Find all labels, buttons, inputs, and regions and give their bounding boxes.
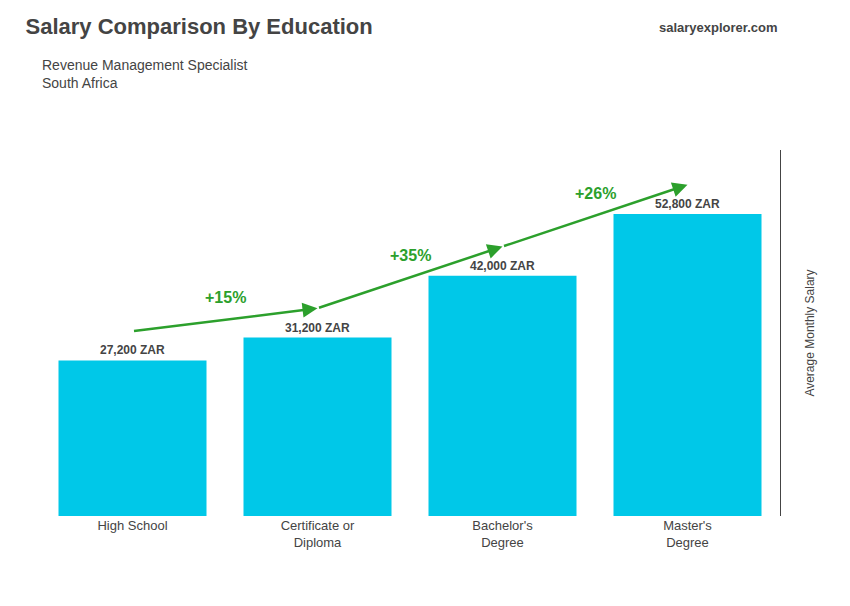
- svg-text:+26%: +26%: [575, 185, 616, 202]
- svg-text:42,000 ZAR: 42,000 ZAR: [470, 259, 535, 273]
- svg-text:52,800 ZAR: 52,800 ZAR: [655, 197, 720, 211]
- svg-text:Certificate orDiploma: Certificate orDiploma: [281, 518, 355, 550]
- svg-text:Bachelor'sDegree: Bachelor'sDegree: [472, 518, 533, 550]
- svg-text:salaryexplorer.com: salaryexplorer.com: [659, 20, 778, 35]
- svg-text:+15%: +15%: [205, 289, 246, 306]
- svg-text:27,200 ZAR: 27,200 ZAR: [100, 343, 165, 357]
- svg-text:Average Monthly Salary: Average Monthly Salary: [803, 269, 817, 396]
- svg-text:Revenue Management SpecialistS: Revenue Management SpecialistSouth Afric…: [42, 57, 248, 91]
- svg-text:Salary Comparison By Education: Salary Comparison By Education: [26, 14, 373, 39]
- svg-text:High School: High School: [97, 518, 167, 533]
- svg-text:31,200 ZAR: 31,200 ZAR: [285, 321, 350, 335]
- svg-text:+35%: +35%: [390, 247, 431, 264]
- svg-text:Master'sDegree: Master'sDegree: [663, 518, 712, 550]
